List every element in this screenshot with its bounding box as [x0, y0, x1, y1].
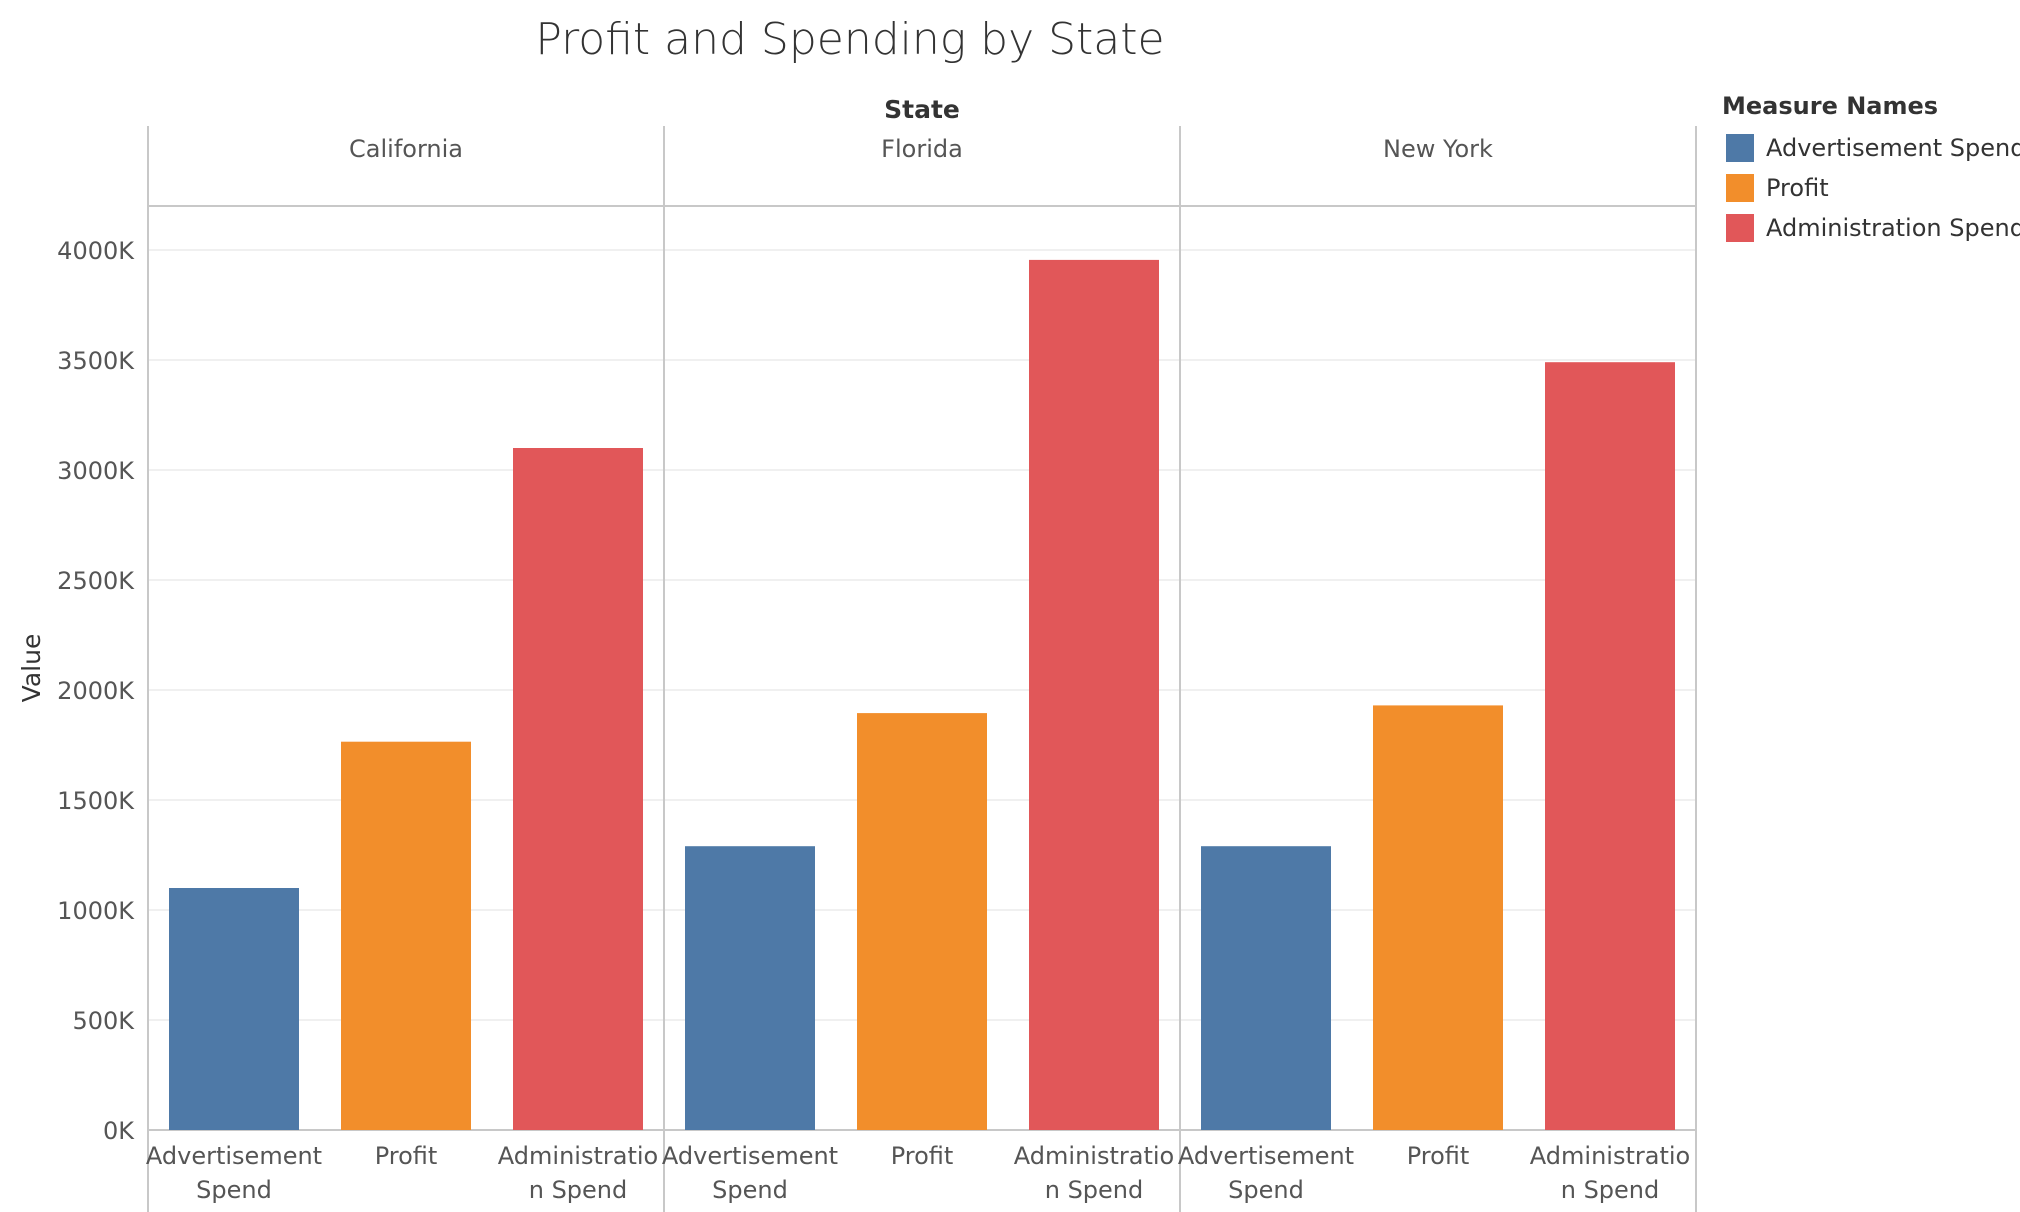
legend-items: Advertisement Spend Profit Administration … [1722, 128, 2020, 248]
y-tick-label: 2500K [57, 567, 135, 595]
legend-item[interactable]: Advertisement Spend [1722, 128, 2020, 168]
legend: Measure Names Advertisement Spend Profit A… [1722, 92, 2020, 248]
x-tick-label: Administratio [1530, 1142, 1690, 1170]
bar [1029, 259, 1159, 1130]
legend-title: Measure Names [1722, 92, 1939, 120]
x-tick-label: n Spend [1561, 1176, 1660, 1204]
y-tick-label: 3000K [57, 457, 135, 485]
x-tick-label: Spend [712, 1176, 788, 1204]
x-tick-label: Advertisement [1178, 1142, 1354, 1170]
y-tick-label: 3500K [57, 347, 135, 375]
bar [341, 741, 471, 1130]
x-tick-label: Advertisement [662, 1142, 838, 1170]
legend-label: Profit [1766, 174, 1829, 202]
y-axis-title: Value [17, 634, 46, 703]
legend-swatch [1726, 174, 1754, 202]
y-tick-label: 4000K [57, 237, 135, 265]
x-tick-label: n Spend [1045, 1176, 1144, 1204]
x-tick-label: Profit [1407, 1142, 1470, 1170]
legend-label: Advertisement Spend [1766, 134, 2020, 162]
bar [513, 448, 643, 1130]
bar [1201, 846, 1331, 1130]
bar [1373, 705, 1503, 1130]
y-tick-label: 1000K [57, 897, 135, 925]
x-tick-label: Administratio [498, 1142, 658, 1170]
x-tick-label: Advertisement [146, 1142, 322, 1170]
state-label: New York [1383, 135, 1493, 163]
y-tick-label: 500K [72, 1007, 135, 1035]
y-tick-label: 2000K [57, 677, 135, 705]
legend-swatch [1726, 214, 1754, 242]
state-label: California [349, 135, 463, 163]
x-tick-label: Profit [891, 1142, 954, 1170]
legend-item[interactable]: Profit [1722, 168, 2020, 208]
state-label: Florida [881, 135, 963, 163]
legend-label: Administration Spend [1766, 214, 2020, 242]
bar [1545, 362, 1675, 1130]
column-header-title: State [884, 95, 960, 124]
x-tick-label: Administratio [1014, 1142, 1174, 1170]
bar [169, 888, 299, 1130]
bar [685, 846, 815, 1130]
x-tick-label: Profit [375, 1142, 438, 1170]
legend-swatch [1726, 134, 1754, 162]
y-tick-label: 1500K [57, 787, 135, 815]
x-tick-label: n Spend [529, 1176, 628, 1204]
x-tick-label: Spend [1228, 1176, 1304, 1204]
x-tick-label: Spend [196, 1176, 272, 1204]
chart-title: Profit and Spending by State [535, 14, 1165, 65]
bar [857, 713, 987, 1130]
legend-item[interactable]: Administration Spend [1722, 208, 2020, 248]
y-tick-label: 0K [103, 1117, 135, 1145]
